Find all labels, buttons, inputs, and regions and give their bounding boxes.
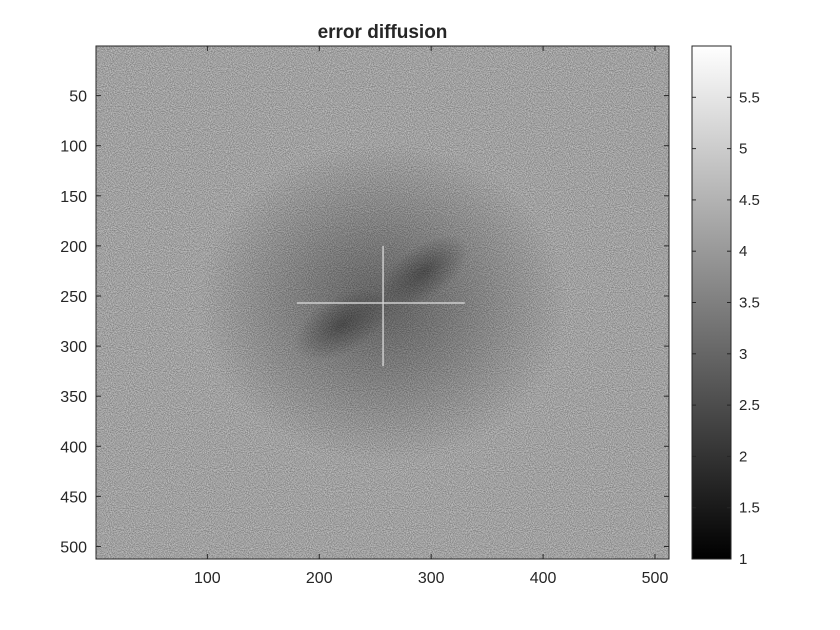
colorbar-ticks: 1 1.5 2 2.5 3 3.5 4 4.5 5 5.5 (692, 89, 760, 568)
colorbar-tick-label: 4.5 (739, 192, 760, 209)
heatmap-dark-lobe-lower-left (293, 289, 389, 361)
colorbar-tick-label: 3.5 (739, 295, 760, 312)
y-tick-label: 500 (60, 539, 87, 556)
y-tick-label: 350 (60, 389, 87, 406)
x-tick-label: 500 (642, 570, 669, 587)
colorbar-gradient (692, 46, 731, 559)
y-tick-label: 450 (60, 489, 87, 506)
y-axis: 50 100 150 200 250 300 350 400 450 500 (60, 89, 669, 556)
y-tick-label: 300 (60, 339, 87, 356)
colorbar-tick-label: 3 (739, 346, 747, 363)
y-tick-label: 50 (69, 89, 87, 106)
colorbar-tick-label: 5 (739, 141, 747, 158)
heatmap-image (96, 46, 669, 559)
x-tick-label: 100 (194, 570, 221, 587)
colorbar-tick-label: 2 (739, 448, 747, 465)
y-tick-label: 200 (60, 239, 87, 256)
colorbar-tick-label: 1.5 (739, 500, 760, 517)
axes-box (95, 45, 670, 560)
colorbar: 1 1.5 2 2.5 3 3.5 4 4.5 5 5.5 (691, 45, 760, 568)
y-tick-label: 400 (60, 439, 87, 456)
colorbar-tick-label: 5.5 (739, 89, 760, 106)
x-tick-label: 300 (418, 570, 445, 587)
chart-title: error diffusion (318, 22, 448, 43)
y-tick-label: 250 (60, 289, 87, 306)
colorbar-tick-label: 1 (739, 551, 747, 568)
y-tick-label: 150 (60, 189, 87, 206)
heatmap-dark-lobe-upper-right (381, 235, 469, 307)
title: error diffusion (318, 22, 448, 43)
x-tick-label: 200 (306, 570, 333, 587)
y-tick-label: 100 (60, 139, 87, 156)
x-tick-label: 400 (530, 570, 557, 587)
x-axis: 100 200 300 400 500 (194, 46, 668, 587)
colorbar-tick-label: 4 (739, 243, 747, 260)
colorbar-tick-label: 2.5 (739, 397, 760, 414)
